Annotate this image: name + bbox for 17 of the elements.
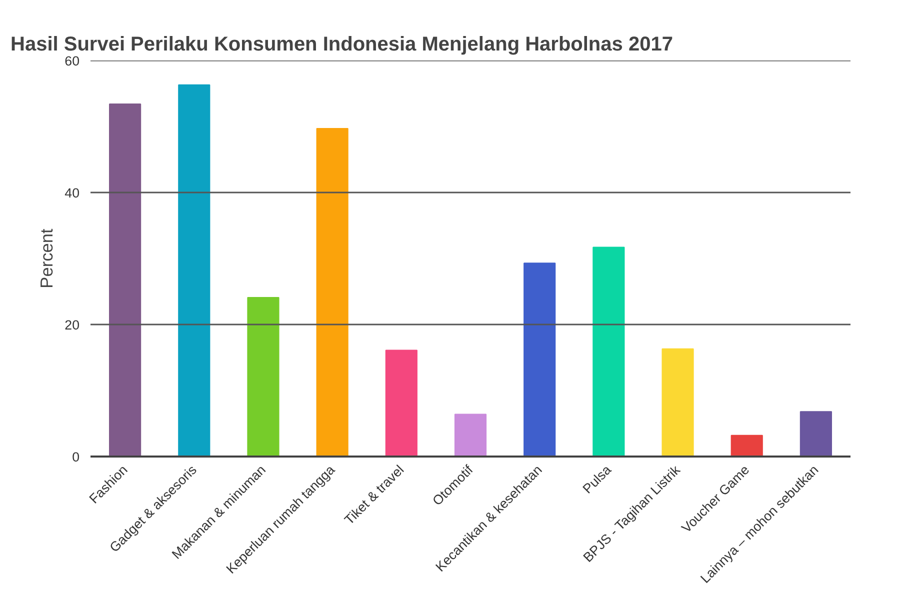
- y-tick-label: 20: [64, 318, 80, 332]
- bar: [109, 104, 142, 456]
- bar: [592, 246, 625, 456]
- y-tick-label: 0: [72, 450, 80, 464]
- bar: [524, 262, 556, 456]
- bar: [385, 350, 418, 456]
- bar: [316, 128, 348, 456]
- bar: [247, 296, 280, 456]
- bar: [178, 84, 210, 456]
- chart-title: Hasil Survei Perilaku Konsumen Indonesia Menjelang Harbolnas 2017: [10, 34, 673, 56]
- bar: [454, 414, 487, 456]
- y-axis-title: Percent: [36, 228, 57, 288]
- y-tick-label: 60: [64, 54, 80, 68]
- bar: [730, 434, 763, 456]
- y-tick-label: 40: [64, 186, 80, 200]
- bar: [800, 411, 832, 456]
- bar: [662, 348, 694, 456]
